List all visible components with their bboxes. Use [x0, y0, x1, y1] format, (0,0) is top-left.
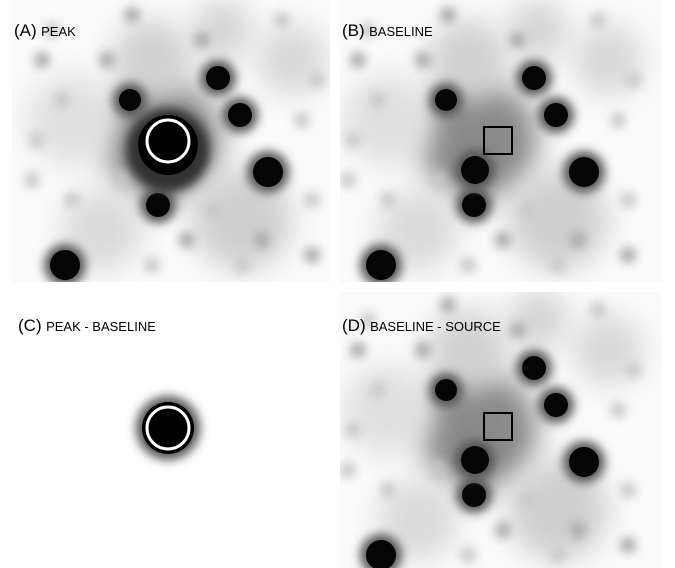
panel-tag: (B) — [342, 21, 365, 40]
speckle — [340, 172, 356, 188]
speckle — [520, 202, 536, 218]
speckle — [370, 92, 386, 108]
speckle — [304, 192, 320, 208]
speckle — [610, 402, 626, 418]
panel-name: BASELINE - SOURCE — [370, 319, 501, 334]
speckle — [380, 482, 396, 498]
panel-name: PEAK - BASELINE — [46, 319, 156, 334]
panel-a — [12, 0, 330, 286]
star — [50, 250, 80, 280]
speckle — [380, 192, 396, 208]
speckle — [570, 232, 586, 248]
star — [462, 483, 486, 507]
speckle — [179, 232, 195, 248]
speckle — [345, 132, 361, 148]
speckle — [29, 132, 45, 148]
speckle — [495, 232, 511, 248]
speckle — [440, 297, 456, 313]
panel-name: PEAK — [41, 24, 76, 39]
speckle — [34, 52, 50, 68]
haze — [27, 75, 117, 165]
speckle — [99, 52, 115, 68]
speckle — [590, 12, 606, 28]
speckle — [54, 92, 70, 108]
speckle — [294, 112, 310, 128]
speckle — [304, 247, 320, 263]
speckle — [234, 257, 250, 273]
speckle — [64, 192, 80, 208]
star — [146, 193, 170, 217]
star — [544, 103, 568, 127]
star — [461, 156, 489, 184]
speckle — [415, 342, 431, 358]
star — [544, 393, 568, 417]
speckle — [124, 7, 140, 23]
panel-tag: (A) — [14, 21, 37, 40]
speckle — [495, 522, 511, 538]
haze — [508, 0, 568, 60]
residual — [142, 402, 194, 454]
speckle — [625, 362, 641, 378]
speckle — [520, 492, 536, 508]
speckle — [510, 322, 526, 338]
speckle — [350, 342, 366, 358]
star — [569, 447, 599, 477]
haze — [343, 75, 433, 165]
figure: (A) PEAK (B) BASELINE (C) PEAK - BASELIN… — [0, 0, 675, 568]
star — [569, 157, 599, 187]
haze — [192, 0, 252, 60]
speckle — [204, 202, 220, 218]
speckle — [625, 72, 641, 88]
panel-b — [340, 0, 662, 286]
speckle — [430, 172, 446, 188]
star — [435, 89, 457, 111]
speckle — [24, 172, 40, 188]
speckle — [350, 52, 366, 68]
speckle — [590, 302, 606, 318]
panel-label: (A) PEAK — [14, 21, 76, 40]
speckle — [370, 382, 386, 398]
speckle — [620, 537, 636, 553]
haze — [508, 290, 568, 350]
haze — [343, 365, 433, 455]
panel-label: (C) PEAK - BASELINE — [18, 316, 156, 335]
star — [206, 66, 230, 90]
star — [462, 193, 486, 217]
speckle — [340, 462, 356, 478]
speckle — [460, 547, 476, 563]
star — [522, 66, 546, 90]
speckle — [570, 522, 586, 538]
speckle — [610, 112, 626, 128]
star — [119, 89, 141, 111]
speckle — [274, 12, 290, 28]
star — [461, 446, 489, 474]
panel-name: BASELINE — [369, 24, 433, 39]
speckle — [550, 257, 566, 273]
star — [228, 103, 252, 127]
star — [253, 157, 283, 187]
speckle — [620, 482, 636, 498]
speckle — [194, 32, 210, 48]
star — [366, 250, 396, 280]
speckle — [620, 192, 636, 208]
star — [522, 356, 546, 380]
speckle — [345, 422, 361, 438]
speckle — [430, 462, 446, 478]
star — [435, 379, 457, 401]
speckle — [550, 547, 566, 563]
speckle — [144, 257, 160, 273]
panel-label: (D) BASELINE - SOURCE — [342, 316, 501, 335]
speckle — [254, 232, 270, 248]
speckle — [510, 32, 526, 48]
speckle — [114, 172, 130, 188]
speckle — [440, 7, 456, 23]
panel-tag: (C) — [18, 316, 42, 335]
panel-label: (B) BASELINE — [342, 21, 433, 40]
panel-tag: (D) — [342, 316, 366, 335]
speckle — [415, 52, 431, 68]
speckle — [620, 247, 636, 263]
speckle — [309, 72, 325, 88]
speckle — [460, 257, 476, 273]
